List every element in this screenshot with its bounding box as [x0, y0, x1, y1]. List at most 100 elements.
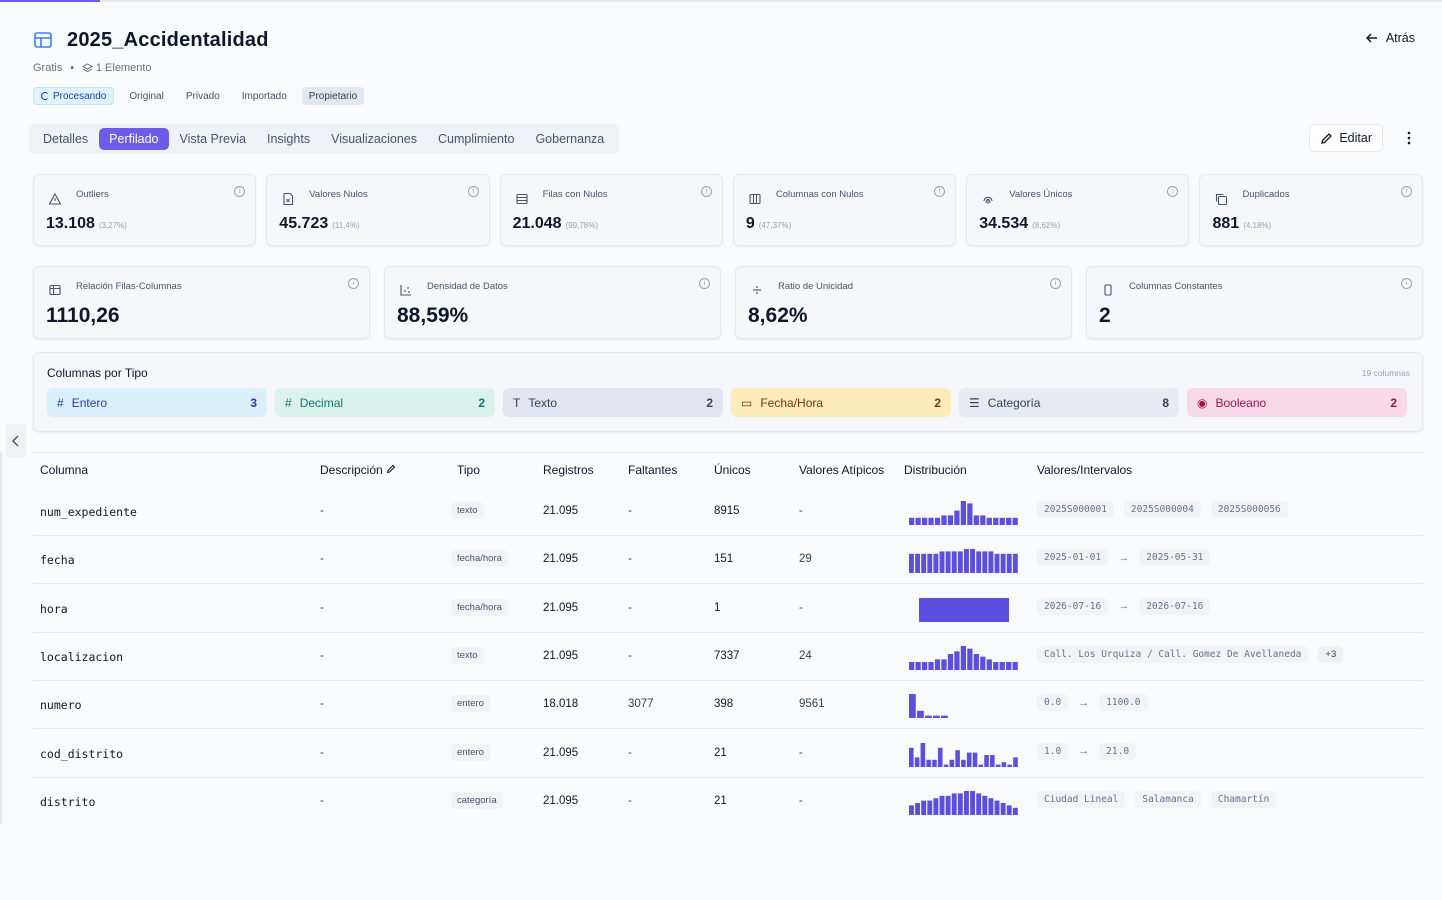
info-icon[interactable]: i — [700, 186, 712, 197]
distribution-chart — [909, 645, 1018, 670]
info-icon[interactable]: i — [467, 186, 479, 197]
table-row[interactable]: localizacion - texto 21.095 - 7337 24 Call. Los… — [33, 633, 1423, 681]
stat-value: 21.048 — [512, 215, 562, 232]
info-icon[interactable]: i — [348, 278, 359, 289]
tab-preview[interactable]: Vista Previa — [179, 132, 246, 146]
value-pill: 1100.0 — [1099, 694, 1148, 712]
stat-label: Densidad de Datos — [427, 281, 508, 292]
header-records[interactable]: Registros — [543, 463, 594, 477]
layers-icon — [81, 63, 93, 73]
tab-insights[interactable]: Insights — [266, 132, 311, 146]
stat-label: Valores Únicos — [1009, 189, 1073, 200]
info-icon[interactable]: i — [1401, 278, 1412, 289]
records-count: 21.095 — [543, 746, 579, 759]
type-chip-integer[interactable]: # Entero 3 — [47, 388, 267, 417]
column-name: numero — [40, 698, 82, 713]
missing-count: - — [628, 505, 632, 517]
table-row[interactable]: fecha - fecha/hora 21.095-151 29 2025-01-01 → 2… — [33, 536, 1423, 585]
type-chip-text[interactable]: T Texto 2 — [503, 388, 723, 417]
stat-value: 881 — [1212, 215, 1240, 232]
distribution-bar — [947, 653, 954, 670]
distribution-bar — [993, 661, 999, 670]
stat-label: Ratio de Unicidad — [778, 281, 853, 292]
table-row[interactable]: hora - fecha/hora 21.095-1-2026-07-16 → 2026-… — [33, 585, 1423, 633]
distribution-bar — [909, 694, 916, 719]
distribution-bar — [939, 551, 945, 574]
distribution-chart — [919, 597, 1009, 622]
tab-details[interactable]: Detalles — [43, 132, 89, 146]
distribution-bar — [1012, 517, 1018, 525]
value-pill: Ciudad Lineal — [1037, 790, 1126, 808]
header-outliers[interactable]: Valores Atípicos — [799, 463, 885, 477]
table-row[interactable]: num_expediente - texto 21.095 - 8915 - 2025S000… — [33, 488, 1423, 536]
type-chip-category[interactable]: ☰ Categoría 8 — [959, 388, 1179, 417]
header-values[interactable]: Valores/Intervalos — [1037, 463, 1133, 477]
records-count: 21.095 — [543, 794, 579, 807]
header-unique[interactable]: Únicos — [714, 463, 751, 477]
records-count: 21.095 — [543, 505, 579, 517]
stat-value: 45.723 — [279, 215, 329, 232]
badge-private: Privado — [185, 90, 220, 102]
distribution-bar — [980, 515, 986, 525]
type-count: 2 — [706, 395, 713, 410]
info-icon[interactable]: i — [1167, 186, 1179, 197]
table-row[interactable]: cod_distrito - entero 21.095 - 21 - 1.0 → 21.0 — [33, 730, 1423, 778]
distribution-bar — [925, 715, 932, 719]
values-intervals: 1.0 → 21.0 — [1037, 742, 1137, 760]
info-icon[interactable]: i — [1050, 278, 1061, 289]
distribution-bar — [921, 661, 928, 670]
stat-card-uniqueness-ratio: Ratio de Unicidad i 8,62% — [735, 266, 1072, 339]
stat-value: 8,62% — [748, 304, 808, 327]
tab-profiling[interactable]: Perfilado — [99, 128, 169, 150]
header-column[interactable]: Columna — [40, 463, 89, 477]
header-type[interactable]: Tipo — [457, 463, 480, 477]
unique-count: 7337 — [714, 649, 740, 662]
tab-compliance[interactable]: Cumplimiento — [438, 132, 515, 146]
column-name: localizacion — [40, 649, 124, 664]
arrow-right-icon: → — [1118, 551, 1130, 564]
type-chip-decimal[interactable]: # Decimal 2 — [275, 388, 495, 417]
more-options-button[interactable] — [1395, 124, 1423, 152]
outliers-count: - — [799, 601, 803, 614]
value-pill: 2025S000056 — [1210, 501, 1288, 518]
header-distribution[interactable]: Distribución — [904, 463, 967, 477]
column-name: fecha — [40, 553, 75, 568]
table-header: Columna Descripción Tipo Registros Falta… — [33, 452, 1423, 488]
more-values-badge[interactable]: +3 — [1318, 645, 1344, 663]
info-icon[interactable]: i — [699, 278, 710, 289]
values-intervals: 0.0 → 1100.0 — [1037, 694, 1148, 712]
missing-count: - — [628, 649, 632, 662]
tab-governance[interactable]: Gobernanza — [535, 132, 605, 146]
stat-pct: (99,78%) — [565, 221, 598, 230]
distribution-bar — [921, 800, 927, 815]
value-pill: 21.0 — [1099, 742, 1137, 760]
stat-pct: (47,37%) — [758, 221, 792, 230]
pencil-icon — [386, 464, 396, 474]
distribution-bar — [915, 517, 921, 525]
info-icon[interactable]: i — [934, 186, 946, 197]
info-icon[interactable]: i — [234, 186, 246, 197]
tab-visualizations[interactable]: Visualizaciones — [331, 132, 418, 146]
type-chip-datetime[interactable]: ▭ Fecha/Hora 2 — [731, 388, 951, 417]
type-name: Categoría — [987, 395, 1041, 410]
column-name: hora — [40, 601, 68, 616]
table-row[interactable]: numero - entero 18.018 3077 398 9561 0.0 → 1100.0 — [33, 681, 1423, 730]
back-button[interactable]: Atrás — [1365, 31, 1415, 45]
collapse-sidebar-button[interactable] — [6, 424, 26, 458]
sidebar-divider — [0, 452, 2, 824]
outliers-count: 24 — [799, 649, 812, 662]
column-type-badge: categoría — [451, 791, 503, 809]
info-icon[interactable]: i — [1400, 186, 1412, 197]
column-type-badge: fecha/hora — [451, 598, 508, 616]
badge-owner: Propietario — [301, 87, 365, 105]
stat-value: 9 — [745, 215, 755, 232]
stat-card-rows-with-nulls: Filas con Nulos i 21.048 (99,78%) — [499, 174, 723, 246]
header-missing[interactable]: Faltantes — [628, 463, 678, 477]
header-description[interactable]: Descripción — [320, 463, 396, 477]
distribution-bar — [909, 747, 914, 767]
table-row[interactable]: distrito - categoría 21.095 - 21 - Ciudad Linea… — [33, 778, 1423, 826]
distribution-bar — [941, 715, 948, 719]
type-chip-boolean[interactable]: ◉ Booleano 2 — [1187, 388, 1407, 417]
edit-button[interactable]: Editar — [1309, 124, 1383, 152]
arrow-right-icon: → — [1078, 745, 1090, 757]
